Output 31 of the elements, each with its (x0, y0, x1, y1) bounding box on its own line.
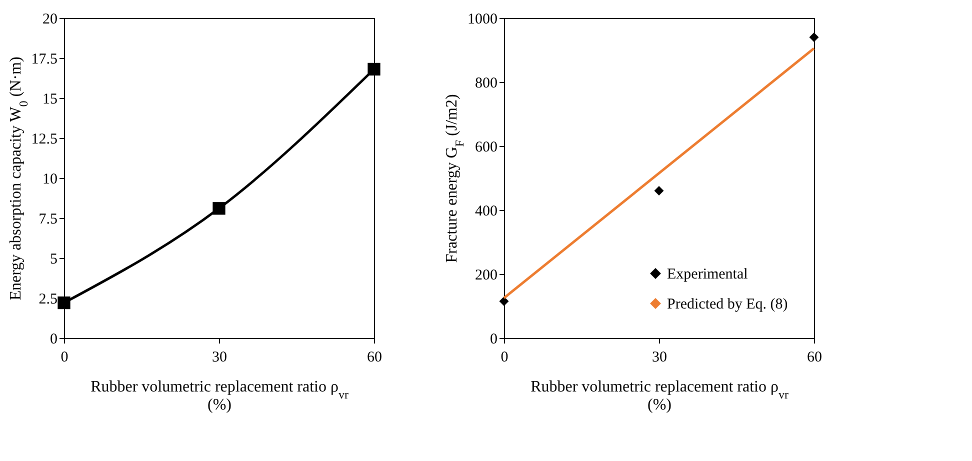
y-tick-label: 1000 (468, 12, 498, 28)
point (58, 296, 70, 310)
x-tick-label: 0 (60, 350, 68, 366)
x-tick-label: 30 (212, 350, 227, 366)
x-tick-label: 30 (652, 350, 667, 366)
point (499, 296, 509, 306)
point (654, 186, 664, 196)
x-tick-label: 0 (500, 350, 508, 366)
y-tick-label: 12.5 (31, 132, 58, 148)
y-tick-label: 200 (475, 268, 498, 284)
y-tick-label: 20 (42, 12, 58, 28)
x-tick-label: 60 (367, 350, 382, 366)
text: Rubber volumetric replacement ratio ρ$_{vr}$ (%) (90, 378, 348, 414)
y-tick-label: 800 (475, 76, 498, 92)
point (809, 32, 819, 42)
y-tick-label: 10 (42, 172, 58, 188)
text: Rubber volumetric replacement ratio ρ$_{vr}$ (%) (530, 378, 788, 414)
y-tick-label: 15 (42, 92, 58, 108)
point (212, 202, 226, 215)
y-tick-label: 0 (490, 332, 498, 348)
y-tick-label: 2.5 (38, 292, 58, 308)
y-tick-label: 7.5 (38, 212, 58, 228)
y-tick-label: 17.5 (31, 52, 58, 68)
y-tick-label: 5 (50, 252, 58, 268)
legend-label: Experimental (667, 266, 748, 282)
point (368, 62, 380, 76)
x-tick-label: 60 (807, 350, 822, 366)
y-tick-label: 600 (475, 140, 498, 156)
y-tick-label: 0 (50, 332, 58, 348)
y-tick-label: 400 (475, 204, 498, 220)
legend-label: Predicted by Eq. (8) (667, 296, 788, 312)
